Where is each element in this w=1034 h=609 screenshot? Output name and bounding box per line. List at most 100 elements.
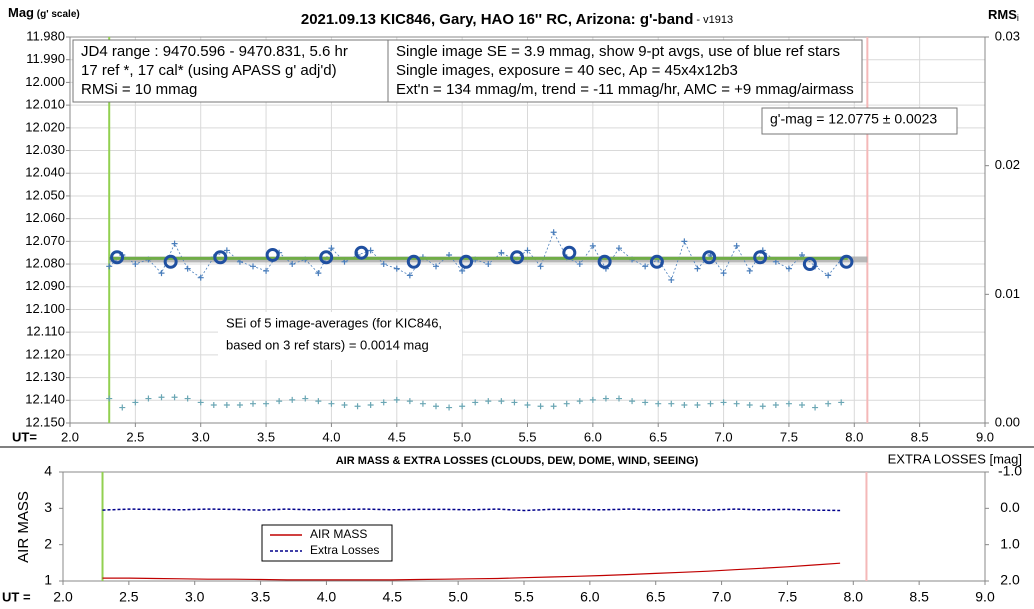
average-point xyxy=(354,245,369,260)
data-point xyxy=(289,261,296,268)
data-point xyxy=(642,399,649,406)
title-text: 2021.09.13 KIC846, Gary, HAO 16'' RC, Ar… xyxy=(301,11,694,28)
y-tick-label: 11.980 xyxy=(26,28,65,43)
y2-tick-label: 0.00 xyxy=(995,414,1020,429)
x-tick-label: 7.0 xyxy=(715,429,733,444)
data-point xyxy=(694,265,701,272)
data-point xyxy=(681,401,688,408)
y2-tick-label: 0.0 xyxy=(1000,499,1020,515)
x-tick-label: 3.0 xyxy=(192,429,210,444)
data-point xyxy=(197,399,204,406)
y-tick-label: 12.120 xyxy=(25,346,65,361)
data-point xyxy=(328,400,335,407)
data-point xyxy=(524,401,531,408)
average-point xyxy=(753,250,768,265)
x-tick-label: 5.5 xyxy=(518,429,536,444)
x-tick-label: 8.5 xyxy=(909,589,929,605)
data-point xyxy=(642,263,649,270)
series-line xyxy=(102,508,841,512)
data-point xyxy=(315,270,322,277)
x-tick-label: 7.5 xyxy=(780,429,798,444)
data-point xyxy=(668,276,675,283)
y-tick-label: 12.020 xyxy=(25,119,65,134)
y2-tick-label: 1.0 xyxy=(1000,535,1020,551)
data-point xyxy=(576,261,583,268)
data-point xyxy=(158,394,165,401)
data-point xyxy=(629,398,636,405)
y-tick-label: 12.060 xyxy=(25,210,65,225)
series-line xyxy=(102,562,841,581)
data-point xyxy=(576,398,583,405)
plot-0: 11.980 11.990 12.000 12.010 12.020 12.030 12.0… xyxy=(25,28,1020,444)
data-point xyxy=(602,395,609,402)
data-point xyxy=(263,400,270,407)
data-point xyxy=(838,399,845,406)
annotation-text: JD4 range : 9470.596 - 9470.831, 5.6 hr xyxy=(81,43,348,60)
average-point xyxy=(839,254,854,269)
data-point xyxy=(498,249,505,256)
data-point xyxy=(433,263,439,270)
average-point xyxy=(702,250,717,265)
average-point xyxy=(163,254,178,269)
x-tick-label: 6.5 xyxy=(649,429,667,444)
annotation-text: RMSi = 10 mmag xyxy=(81,81,197,98)
y-tick-label: 3 xyxy=(44,499,52,515)
data-point xyxy=(184,395,191,402)
x-tick-label: 2.0 xyxy=(61,429,79,444)
data-point xyxy=(681,238,688,245)
data-point xyxy=(655,400,662,407)
data-point xyxy=(825,400,832,407)
data-point xyxy=(263,267,270,274)
average-point xyxy=(319,250,334,265)
data-point xyxy=(419,400,426,407)
annotation-text: based on 3 ref stars) = 0.0014 mag xyxy=(226,337,429,352)
average-point xyxy=(562,245,577,260)
x-tick-label: 2.0 xyxy=(53,589,73,605)
data-point xyxy=(197,274,204,281)
annotation-text: 17 ref *, 17 cal* (using APASS g' adj'd) xyxy=(81,62,337,79)
data-point xyxy=(341,401,348,408)
average-point xyxy=(459,254,474,269)
data-point xyxy=(524,247,531,254)
y-tick-label: 12.030 xyxy=(25,142,65,157)
annotation-box xyxy=(72,39,389,103)
y2-axis-label: EXTRA LOSSES [mag] xyxy=(888,451,1022,466)
data-point xyxy=(459,267,466,274)
average-point xyxy=(265,247,280,262)
x-tick-label: 9.0 xyxy=(975,589,995,605)
data-point xyxy=(393,396,400,403)
data-point xyxy=(785,400,792,407)
data-point xyxy=(799,401,805,408)
data-point xyxy=(367,401,374,408)
y2-tick-label: 2.0 xyxy=(1000,572,1020,588)
y-axis-label: AIR MASS xyxy=(15,491,32,563)
y-tick-label: 12.010 xyxy=(25,97,65,112)
data-point xyxy=(132,261,139,268)
data-point xyxy=(328,245,335,252)
data-point xyxy=(380,261,387,268)
data-point xyxy=(485,398,492,405)
data-point xyxy=(589,242,596,249)
data-point xyxy=(550,403,557,410)
data-point xyxy=(616,245,622,252)
data-point xyxy=(289,396,296,403)
x-tick-label: 4.5 xyxy=(383,589,403,605)
y2-tick-label: 0.02 xyxy=(995,157,1020,172)
y2-axis-label: RMSi xyxy=(988,7,1019,23)
x-tick-label: 2.5 xyxy=(119,589,139,605)
x-tick-label: 9.0 xyxy=(976,429,994,444)
y-tick-label: 12.150 xyxy=(25,414,65,429)
data-point xyxy=(472,399,479,406)
average-point xyxy=(649,254,664,269)
data-point xyxy=(550,229,557,236)
data-point xyxy=(537,403,544,410)
data-point xyxy=(459,403,466,410)
data-point xyxy=(119,404,126,411)
y2-tick-label: 0.03 xyxy=(995,28,1020,43)
data-point xyxy=(367,247,374,254)
data-point xyxy=(537,263,544,270)
title-version: - v1913 xyxy=(693,14,733,26)
y-tick-label: 12.140 xyxy=(25,392,65,407)
annotation-box xyxy=(761,107,958,135)
